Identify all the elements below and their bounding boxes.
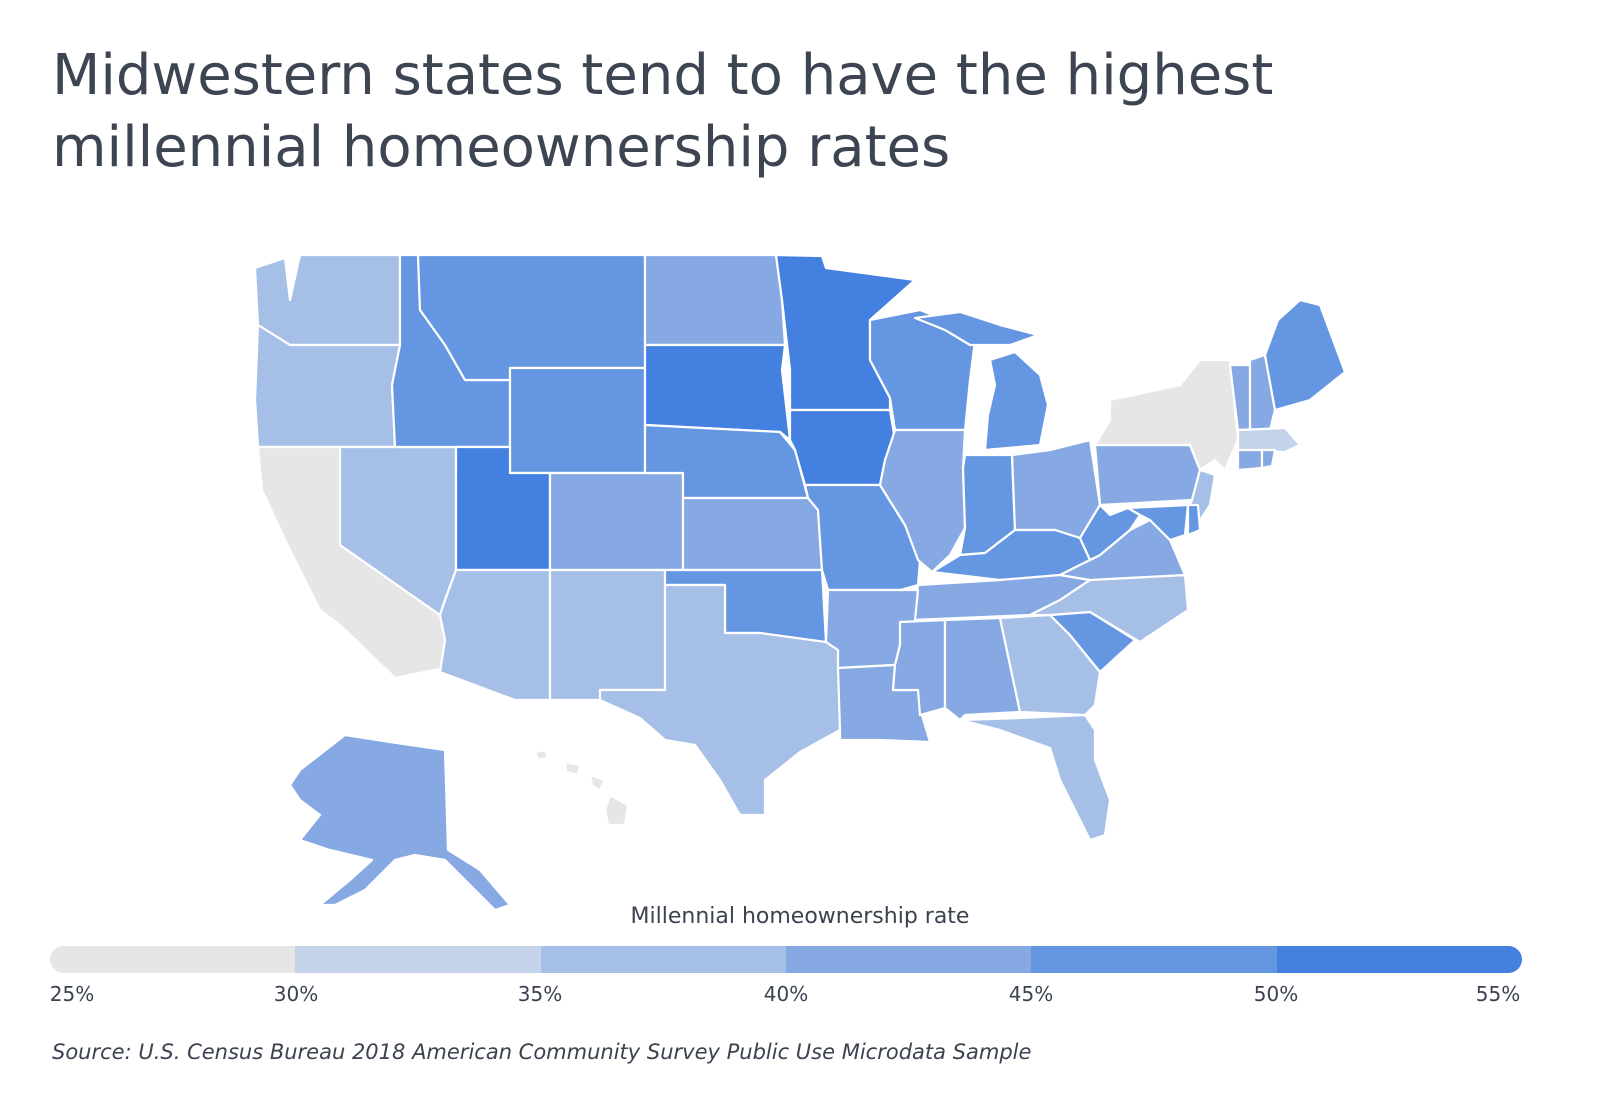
state-kansas[interactable] — [681, 496, 824, 572]
state-new-york[interactable] — [1093, 358, 1240, 472]
legend-tick-35: 35% — [517, 982, 563, 1006]
legend-swatch-5 — [1031, 946, 1277, 973]
legend-tick-30: 30% — [273, 982, 319, 1006]
legend-swatch-6 — [1276, 946, 1522, 973]
state-ohio[interactable] — [1010, 438, 1102, 540]
state-hawaii — [533, 748, 550, 762]
state-hawaii-maui — [563, 760, 582, 777]
state-connecticut[interactable] — [1236, 448, 1264, 472]
state-rhode-island[interactable] — [1260, 448, 1277, 470]
state-pennsylvania[interactable] — [1093, 443, 1202, 507]
state-delaware[interactable] — [1186, 503, 1202, 537]
legend-tick-25: 25% — [49, 982, 95, 1006]
source-note: Source: U.S. Census Bureau 2018 American… — [52, 1040, 1032, 1064]
legend-swatch-2 — [295, 946, 541, 973]
state-michigan-upper[interactable] — [913, 310, 1040, 347]
legend-color-scale — [50, 946, 1522, 973]
legend-tick-55: 55% — [1475, 982, 1521, 1006]
state-colorado[interactable] — [548, 471, 685, 572]
state-new-hampshire[interactable] — [1248, 353, 1277, 432]
legend-swatch-4 — [785, 946, 1032, 973]
page-title: Midwestern states tend to have the highe… — [52, 43, 1274, 180]
state-north-carolina[interactable] — [1028, 573, 1190, 644]
legend-tick-45: 45% — [1008, 982, 1054, 1006]
state-massachusetts[interactable] — [1236, 426, 1302, 454]
state-arizona[interactable] — [438, 568, 552, 702]
state-hawaii-big-island — [603, 793, 630, 827]
legend-swatch-1 — [50, 946, 296, 973]
legend-swatch-3 — [540, 946, 786, 973]
legend-tick-50: 50% — [1253, 982, 1299, 1006]
state-florida[interactable] — [958, 713, 1112, 842]
legend-title: Millennial homeownership rate — [630, 904, 970, 929]
state-washington[interactable] — [253, 253, 402, 347]
state-alaska[interactable] — [288, 733, 512, 912]
state-north-dakota[interactable] — [643, 253, 787, 347]
state-maine[interactable] — [1263, 298, 1347, 412]
state-wyoming[interactable] — [508, 366, 647, 475]
state-new-mexico[interactable] — [548, 568, 667, 702]
state-texas[interactable] — [598, 583, 842, 817]
state-hawaii-oahu — [588, 773, 607, 792]
legend-tick-40: 40% — [763, 982, 809, 1006]
state-iowa[interactable] — [788, 408, 897, 487]
state-michigan-lower[interactable] — [983, 350, 1050, 452]
